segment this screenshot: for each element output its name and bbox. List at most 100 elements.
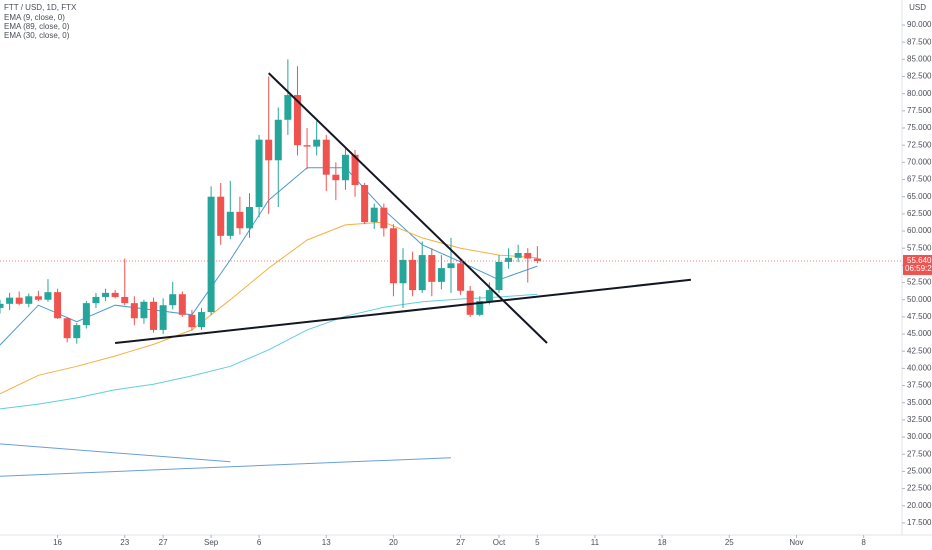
candle-body xyxy=(15,297,23,304)
candle-body xyxy=(332,174,340,181)
candle-body xyxy=(159,305,167,330)
candle-body xyxy=(73,325,81,339)
candle-body xyxy=(495,261,503,291)
candle-body xyxy=(236,211,244,229)
candle-body xyxy=(485,290,493,302)
candle-body xyxy=(322,139,330,175)
y-tick-label: 65.000 xyxy=(907,192,932,201)
candle-body xyxy=(188,314,196,328)
candle-body xyxy=(524,253,532,259)
x-tick-label: 16 xyxy=(53,538,62,547)
y-tick-label: 47.500 xyxy=(907,312,932,321)
x-tick-label: 6 xyxy=(257,538,262,547)
y-tick-label: 30.000 xyxy=(907,432,932,441)
x-tick-label: 8 xyxy=(861,538,866,547)
x-tick-label: 5 xyxy=(535,538,540,547)
candle-body xyxy=(476,301,484,315)
x-tick-label: Nov xyxy=(789,538,803,547)
candle-body xyxy=(25,296,33,304)
legend-entry: EMA (89, close, 0) xyxy=(4,22,70,31)
candle-body xyxy=(63,318,71,339)
candle-body xyxy=(409,259,417,291)
y-tick-label: 32.500 xyxy=(907,415,932,424)
candle-body xyxy=(178,294,186,315)
candle-body xyxy=(399,259,407,284)
x-tick-label: Oct xyxy=(493,538,506,547)
x-tick-label: 20 xyxy=(389,538,398,547)
candle-body xyxy=(255,139,263,207)
ema-line xyxy=(0,293,538,410)
candle-body xyxy=(130,303,138,319)
y-tick-label: 45.000 xyxy=(907,329,932,338)
x-tick-label: 23 xyxy=(120,538,129,547)
y-tick-label: 67.500 xyxy=(907,175,932,184)
candle-body xyxy=(0,303,4,308)
candle-body xyxy=(370,207,378,223)
candle-body xyxy=(466,290,474,315)
candle-body xyxy=(265,139,273,161)
x-tick-label: 25 xyxy=(725,538,734,547)
candle-body xyxy=(313,139,321,147)
y-tick-label: 20.000 xyxy=(907,501,932,510)
y-tick-label: 42.500 xyxy=(907,346,932,355)
candle-body xyxy=(361,185,369,223)
candle-body xyxy=(150,301,158,330)
y-tick-label: 90.000 xyxy=(907,20,932,29)
candle-body xyxy=(303,145,311,147)
x-tick-label: 13 xyxy=(322,538,331,547)
y-tick-label: 22.500 xyxy=(907,484,932,493)
y-tick-label: 50.000 xyxy=(907,295,932,304)
y-tick-label: 35.000 xyxy=(907,398,932,407)
y-tick-label: 17.500 xyxy=(907,518,932,527)
candle-body xyxy=(457,263,465,291)
candle-body xyxy=(351,154,359,186)
trendline xyxy=(268,72,548,344)
y-tick-label: 70.000 xyxy=(907,157,932,166)
y-tick-label: 62.500 xyxy=(907,209,932,218)
x-tick-label: 11 xyxy=(591,538,600,547)
candle-body xyxy=(44,292,52,300)
countdown-label: 06:59:29 xyxy=(905,264,932,273)
candle-body xyxy=(54,292,62,319)
candle-body xyxy=(389,228,397,284)
candle-body xyxy=(102,292,110,297)
candle-body xyxy=(121,296,129,304)
candle-body xyxy=(34,296,42,300)
candle-body xyxy=(514,253,522,258)
candle-body xyxy=(274,119,282,161)
trendline xyxy=(0,443,231,463)
y-tick-label: 37.500 xyxy=(907,381,932,390)
y-tick-label: 75.000 xyxy=(907,123,932,132)
y-tick-label: 77.500 xyxy=(907,106,932,115)
candle-body xyxy=(207,196,215,313)
y-tick-label: 40.000 xyxy=(907,363,932,372)
y-tick-label: 27.500 xyxy=(907,449,932,458)
y-tick-label: 72.500 xyxy=(907,140,932,149)
candle-body xyxy=(82,303,90,326)
y-tick-label: 52.500 xyxy=(907,278,932,287)
candle-body xyxy=(437,268,445,282)
candle-body xyxy=(505,257,513,262)
candle-body xyxy=(217,196,225,236)
candle-body xyxy=(380,207,388,229)
legend-entry: EMA (9, close, 0) xyxy=(4,13,65,22)
candle-body xyxy=(428,255,436,282)
candle-body xyxy=(6,297,14,304)
candle-body xyxy=(111,292,119,297)
x-tick-label: 27 xyxy=(456,538,465,547)
last-price-box xyxy=(903,254,932,275)
last-price-label: 55.640 xyxy=(907,256,932,265)
candle-body xyxy=(293,95,301,146)
candle-body xyxy=(533,258,541,261)
candle-body xyxy=(341,154,349,181)
currency-label: USD xyxy=(909,3,926,12)
y-tick-label: 87.500 xyxy=(907,37,932,46)
trendline xyxy=(114,278,692,344)
ema-line xyxy=(0,221,538,395)
candle-body xyxy=(245,206,253,229)
candle-body xyxy=(198,312,206,328)
x-tick-label: Sep xyxy=(204,538,219,547)
trendline xyxy=(0,457,452,477)
